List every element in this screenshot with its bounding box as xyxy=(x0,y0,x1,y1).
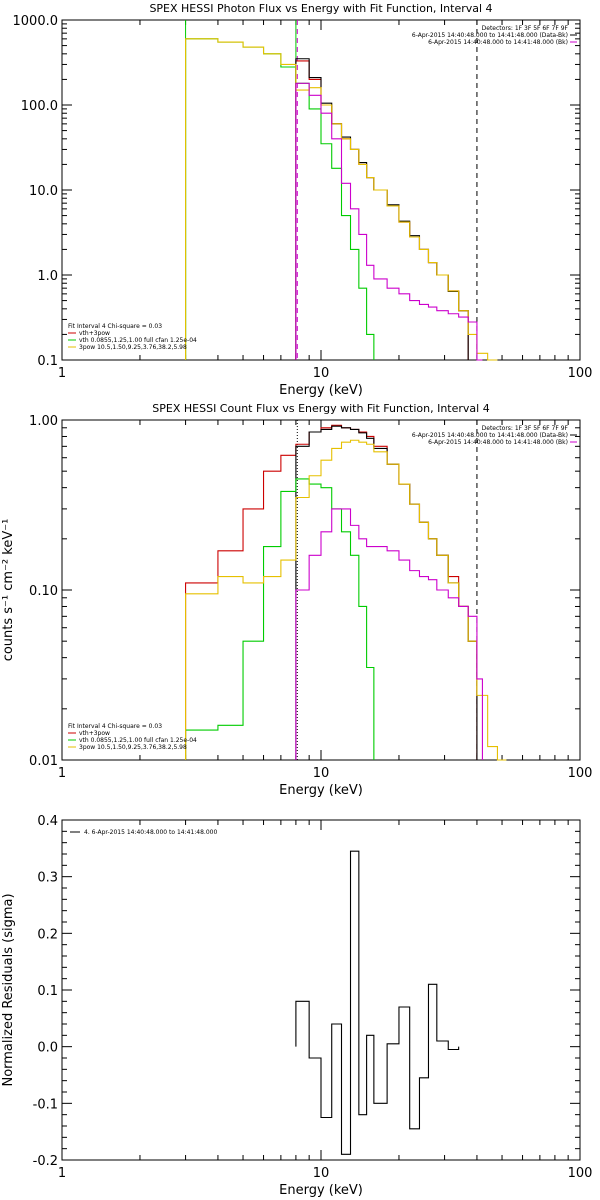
x-axis-label: Energy (keV) xyxy=(279,783,363,798)
chart-title: SPEX HESSI Photon Flux vs Energy with Fi… xyxy=(149,2,492,15)
y-tick-label: 10.0 xyxy=(29,184,58,199)
legend-entry-right: 6-Apr-2015 14:40:48.000 to 14:41:48.000 … xyxy=(412,432,568,439)
series-residuals xyxy=(295,850,460,1155)
series-vth+3pow xyxy=(185,424,478,760)
legend-entry: 3pow 10.5,1.50,9.25,3.76,38.2,5.98 xyxy=(79,344,187,351)
y-tick-label: 100.0 xyxy=(21,99,58,114)
legend-entry: 3pow 10.5,1.50,9.25,3.76,38.2,5.98 xyxy=(79,744,187,751)
y-tick-label: 0.4 xyxy=(37,814,58,829)
y-tick-label: 0.1 xyxy=(37,984,58,999)
x-tick-label: 10 xyxy=(313,1166,330,1181)
series-vth xyxy=(185,478,375,760)
y-tick-label: 0.3 xyxy=(37,871,58,886)
series-data xyxy=(295,425,478,760)
x-tick-label: 10 xyxy=(313,366,330,381)
chart-panel-3 xyxy=(61,819,581,1161)
y-tick-label: 1000.0 xyxy=(13,14,59,29)
legend-entry: vth 0.0855,1.25,1.00 full cfan 1.25e-04 xyxy=(79,737,197,744)
legend-entry: Fit Interval 4 Chi-square = 0.03 xyxy=(68,723,162,730)
x-tick-label: 100 xyxy=(568,766,593,781)
x-axis-label: Energy (keV) xyxy=(279,1183,363,1198)
chart-title: SPEX HESSI Count Flux vs Energy with Fit… xyxy=(152,402,489,415)
legend-entry-right: 6-Apr-2015 14:40:48.000 to 14:41:48.000 … xyxy=(428,439,568,446)
legend-entry-right: 6-Apr-2015 14:40:48.000 to 14:41:48.000 … xyxy=(428,39,568,46)
x-tick-label: 100 xyxy=(568,366,593,381)
y-axis-label: Normalized Residuals (sigma) xyxy=(1,893,16,1086)
series-3pow xyxy=(185,38,498,361)
y-tick-label: 1.00 xyxy=(29,414,58,429)
series-Bk xyxy=(295,82,483,361)
legend-entry-right: Detectors: 1F 3F 5F 6F 7F 9F xyxy=(482,25,569,32)
legend-entry: vth 0.0855,1.25,1.00 full cfan 1.25e-04 xyxy=(79,337,197,344)
series-vth+3pow xyxy=(295,60,469,360)
y-tick-label: 0.10 xyxy=(29,584,58,599)
series-vth xyxy=(185,38,375,360)
chart-panel-1 xyxy=(61,19,581,361)
x-axis-label: Energy (keV) xyxy=(279,383,363,398)
x-tick-label: 1 xyxy=(58,1166,66,1181)
series-Bk xyxy=(295,508,483,760)
x-tick-label: 100 xyxy=(568,1166,593,1181)
legend-entry: Fit Interval 4 Chi-square = 0.03 xyxy=(68,323,162,330)
legend-entry-right: Detectors: 1F 3F 5F 6F 7F 9F xyxy=(482,425,569,432)
legend-entry: vth+3pow xyxy=(79,730,110,737)
y-tick-label: -0.2 xyxy=(33,1154,58,1169)
y-tick-label: 1.0 xyxy=(37,269,58,284)
y-tick-label: 0.2 xyxy=(37,927,58,942)
legend-entry: 4. 6-Apr-2015 14:40:48.000 to 14:41:48.0… xyxy=(84,829,217,836)
y-axis-label: counts s⁻¹ cm⁻² keV⁻¹ xyxy=(1,519,16,662)
chart-panel-2 xyxy=(61,419,581,761)
y-tick-label: -0.1 xyxy=(33,1097,58,1112)
legend-entry-right: 6-Apr-2015 14:40:48.000 to 14:41:48.000 … xyxy=(412,32,568,39)
y-tick-label: 0.01 xyxy=(29,754,58,769)
x-tick-label: 10 xyxy=(313,766,330,781)
legend-entry: vth+3pow xyxy=(79,330,110,337)
x-tick-label: 1 xyxy=(58,766,66,781)
x-tick-label: 1 xyxy=(58,366,66,381)
y-tick-label: 0.0 xyxy=(37,1041,58,1056)
series-data xyxy=(295,58,469,360)
y-tick-label: 0.1 xyxy=(37,354,58,369)
plot-frame xyxy=(61,19,581,361)
